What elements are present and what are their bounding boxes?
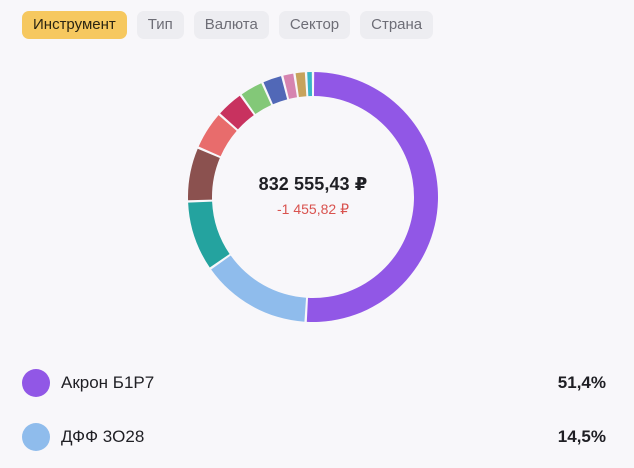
allocation-legend: Акрон Б1Р7 51,4% ДФФ 3О28 14,5% bbox=[22, 366, 606, 468]
donut-slice-7[interactable] bbox=[241, 83, 272, 115]
donut-slice-3[interactable] bbox=[188, 201, 230, 268]
legend-row-dff[interactable]: ДФФ 3О28 14,5% bbox=[22, 420, 606, 454]
donut-slice-8[interactable] bbox=[263, 76, 288, 105]
donut-slice-6[interactable] bbox=[220, 95, 254, 130]
donut-slice-1[interactable] bbox=[306, 72, 438, 322]
tab-country[interactable]: Страна bbox=[360, 11, 434, 39]
allocation-donut-chart bbox=[188, 72, 438, 322]
tab-type[interactable]: Тип bbox=[136, 11, 184, 39]
donut-slice-2[interactable] bbox=[211, 255, 307, 322]
donut-slice-11[interactable] bbox=[307, 72, 313, 97]
allocation-filter-tabs: Инструмент Тип Валюта Сектор Страна bbox=[22, 11, 434, 39]
legend-color-dot bbox=[22, 369, 50, 397]
tab-currency[interactable]: Валюта bbox=[193, 11, 269, 39]
donut-slice-5[interactable] bbox=[198, 115, 237, 157]
tab-sector[interactable]: Сектор bbox=[278, 11, 351, 39]
legend-color-dot bbox=[22, 423, 50, 451]
legend-row-akron[interactable]: Акрон Б1Р7 51,4% bbox=[22, 366, 606, 400]
legend-item-left: Акрон Б1Р7 bbox=[22, 369, 154, 397]
donut-slice-9[interactable] bbox=[283, 73, 298, 99]
legend-name: ДФФ 3О28 bbox=[61, 427, 145, 446]
donut-slice-4[interactable] bbox=[188, 148, 220, 201]
donut-slice-10[interactable] bbox=[295, 72, 307, 97]
legend-item-left: ДФФ 3О28 bbox=[22, 423, 144, 451]
legend-name: Акрон Б1Р7 bbox=[61, 373, 155, 392]
legend-percentage: 14,5% bbox=[557, 427, 606, 446]
donut-svg bbox=[188, 72, 438, 322]
legend-percentage: 51,4% bbox=[557, 373, 606, 392]
tab-instrument[interactable]: Инструмент bbox=[22, 11, 127, 39]
